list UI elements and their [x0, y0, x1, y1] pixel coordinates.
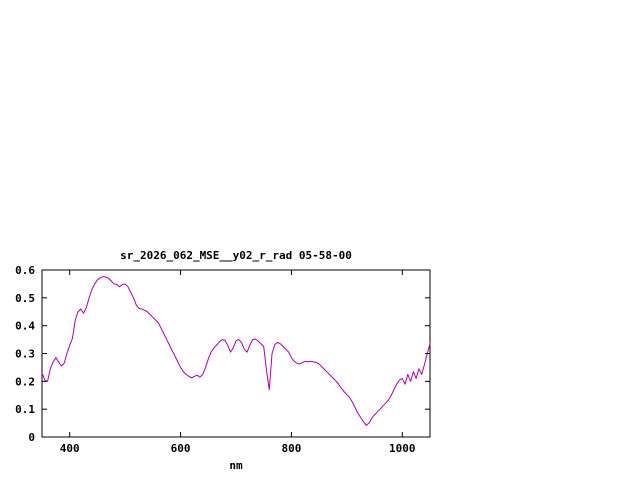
y-tick-label: 0.2	[15, 375, 35, 388]
plot-border	[41, 269, 431, 438]
y-tick-label: 0.1	[15, 403, 35, 416]
x-axis-label: nm	[229, 459, 243, 472]
spectrum-series-line	[41, 276, 431, 426]
x-tick-label: 400	[60, 442, 80, 455]
y-tick-label: 0.6	[15, 264, 35, 277]
chart-title: sr_2026_062_MSE__y02_r_rad 05-58-00	[120, 249, 352, 262]
x-tick-label: 1000	[389, 442, 416, 455]
y-tick-label: 0.4	[15, 320, 35, 333]
y-tick-label: 0	[28, 431, 35, 444]
x-tick-label: 600	[171, 442, 191, 455]
y-tick-label: 0.3	[15, 348, 35, 361]
x-tick-label: 800	[281, 442, 301, 455]
y-tick-label: 0.5	[15, 292, 35, 305]
